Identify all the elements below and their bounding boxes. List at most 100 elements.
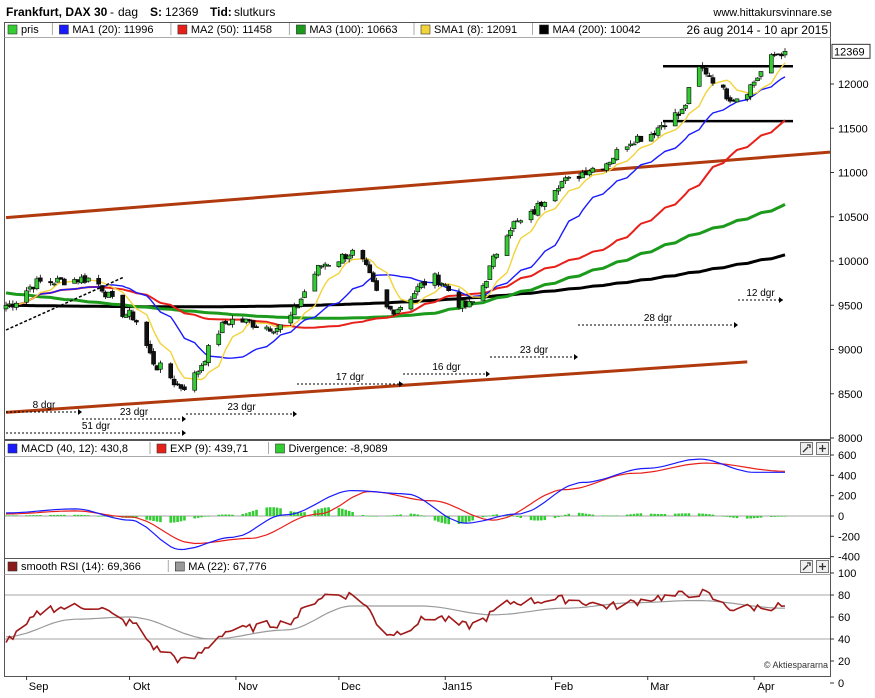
exp-line — [5, 462, 786, 545]
candle-body — [672, 112, 678, 127]
divergence-bar — [148, 516, 152, 521]
divergence-bar — [14, 515, 18, 516]
candle-body — [298, 298, 304, 307]
divergence-bar — [443, 516, 447, 524]
candle-body — [727, 97, 733, 102]
candle-body — [388, 305, 393, 310]
candle-body — [587, 170, 592, 176]
divergence-bar — [80, 514, 83, 516]
divergence-bar — [632, 513, 636, 516]
divergence-bar — [419, 515, 423, 516]
candle-body — [683, 104, 688, 109]
candle-body — [195, 371, 201, 375]
wrench-icon — [802, 562, 811, 571]
divergence-bar — [392, 515, 396, 516]
divergence-bar — [584, 513, 588, 516]
divergence-bar — [200, 516, 203, 518]
candle-body — [3, 305, 9, 310]
divergence-bar — [413, 513, 416, 516]
divergence-bar — [227, 514, 231, 516]
divergence-bar — [481, 516, 485, 518]
duration-label: 28 dgr — [644, 313, 673, 324]
candle-body — [315, 265, 321, 276]
legend-label: MA2 (50): 11458 — [191, 24, 272, 36]
divergence-bar — [495, 514, 499, 516]
divergence-bar — [588, 514, 591, 516]
price-axis: 8000 8500 9000 9500 10000 10500 11000 11500 1200… — [830, 43, 871, 445]
divergence-bar — [577, 512, 581, 516]
legend-swatch — [175, 561, 185, 572]
title-dash: - — [110, 5, 114, 19]
duration-label: 16 dgr — [432, 362, 461, 373]
candle-body — [535, 202, 541, 216]
divergence-bar — [773, 516, 777, 517]
candle-body — [367, 264, 373, 274]
y-tick-label: 9000 — [838, 345, 862, 357]
candle-body — [720, 84, 726, 88]
candle-body — [782, 51, 788, 56]
duration-label: 23 dgr — [120, 407, 149, 418]
divergence-bar — [656, 513, 660, 516]
divergence-bar — [241, 513, 245, 516]
rsi-plot — [5, 588, 830, 664]
rsi-settings-button[interactable] — [800, 560, 813, 573]
rsi-panel — [4, 558, 831, 677]
macd-line — [5, 458, 785, 551]
candle-body — [326, 264, 331, 267]
legend-label: SMA1 (8): 12091 — [434, 24, 517, 36]
divergence-bar — [536, 516, 540, 521]
divergence-bar — [176, 516, 179, 523]
macd-settings-button[interactable] — [800, 442, 813, 455]
legend-label: pris — [21, 24, 39, 36]
last-price-label: 12369 — [834, 46, 865, 58]
divergence-bar — [601, 515, 605, 517]
divergence-bar — [100, 516, 104, 517]
y-tick-label: 600 — [838, 450, 856, 462]
divergence-bar — [447, 516, 450, 525]
divergence-bar — [721, 516, 725, 517]
divergence-bar — [244, 513, 248, 516]
candle-body — [206, 345, 211, 363]
candle-body — [638, 135, 644, 142]
divergence-bar — [433, 516, 437, 521]
divergence-bar — [152, 516, 155, 522]
candle-body — [151, 351, 156, 365]
divergence-bar — [389, 515, 392, 517]
legend-label: Divergence: -8,9089 — [289, 443, 388, 455]
divergence-bar — [341, 508, 344, 516]
candle-body — [192, 372, 198, 391]
legend-swatch — [59, 24, 69, 35]
divergence-bar — [629, 514, 632, 516]
trendline — [5, 150, 831, 220]
candle-body — [662, 125, 668, 128]
candle-body — [55, 277, 60, 283]
candle-body — [398, 306, 403, 311]
divergence-bar — [35, 515, 39, 516]
divergence-bar — [704, 513, 708, 516]
candle-body — [604, 163, 609, 171]
legend-label: smooth RSI (14): 69,366 — [21, 561, 141, 573]
y-tick-label: 200 — [838, 491, 856, 503]
divergence-bar — [371, 515, 375, 517]
candle-body — [494, 253, 500, 258]
s-value: 12369 — [165, 5, 199, 19]
divergence-bar — [488, 515, 492, 517]
candle-body — [755, 77, 760, 82]
candle-body — [518, 220, 524, 223]
divergence-bar — [251, 510, 255, 516]
x-tick-label: Apr — [758, 681, 775, 693]
x-tick-label: Mar — [650, 681, 669, 693]
y-tick-label: 60 — [838, 612, 850, 624]
divergence-bar — [196, 516, 200, 518]
divergence-bar — [780, 516, 783, 517]
rsi-scroll-button[interactable] — [816, 560, 829, 573]
divergence-bar — [492, 514, 495, 516]
candle-body — [559, 181, 565, 188]
x-tick-label: Feb — [554, 681, 573, 693]
macd-scroll-button[interactable] — [816, 442, 829, 455]
candle-body — [34, 278, 40, 290]
divergence-bar — [97, 516, 100, 517]
legend-swatch — [7, 561, 18, 572]
candle-body — [267, 328, 273, 332]
divergence-bar — [516, 516, 519, 517]
